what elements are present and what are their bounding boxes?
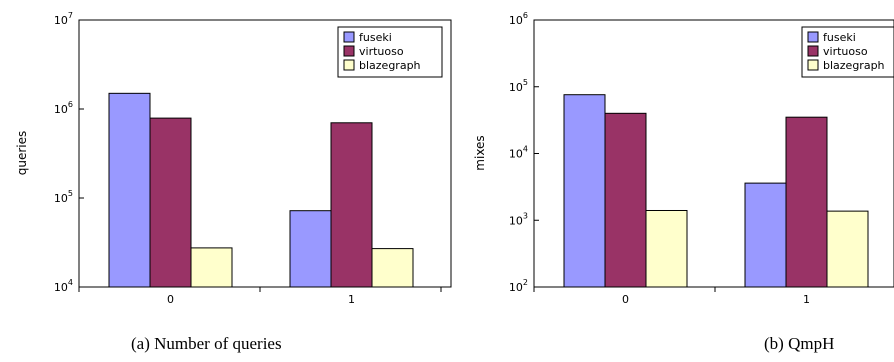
y-axis-label: mixes: [473, 135, 487, 170]
x-tick-label: 1: [348, 293, 355, 306]
legend-label-virtuoso: virtuoso: [823, 45, 868, 58]
y-tick-label: 107: [54, 11, 73, 27]
plot-frame: [78, 19, 452, 288]
bar-fuseki-0: [563, 94, 606, 288]
caption-a: (a) Number of queries: [131, 334, 282, 353]
bar-fuseki-1: [289, 210, 332, 288]
bar-virtuoso-0: [149, 117, 192, 288]
y-tick-label: 105: [54, 189, 73, 205]
bar-blazegraph-1: [371, 248, 414, 288]
y-tick-label: 105: [509, 78, 528, 94]
legend-label-virtuoso: virtuoso: [359, 45, 404, 58]
legend-swatch-fuseki: [807, 31, 819, 43]
bar-fuseki-1: [744, 182, 787, 288]
legend-swatch-fuseki: [343, 31, 355, 43]
y-tick-label: 106: [54, 100, 73, 116]
y-tick-label: 104: [509, 145, 528, 161]
legend-label-blazegraph: blazegraph: [359, 59, 421, 72]
y-tick-label: 106: [509, 11, 528, 27]
bar-virtuoso-1: [330, 122, 373, 288]
plot-frame: [533, 19, 894, 288]
bar-virtuoso-0: [604, 112, 647, 288]
x-tick-label: 0: [622, 293, 629, 306]
chart-panel-qmph: 102 103 104 105 106 0 1 mixes fuseki virtuoso blaz…: [462, 0, 894, 362]
legend-swatch-virtuoso: [807, 45, 819, 57]
bar-virtuoso-1: [785, 116, 828, 288]
x-tick-label: 0: [167, 293, 174, 306]
legend-swatch-blazegraph: [807, 59, 819, 71]
x-tick-label: 1: [803, 293, 810, 306]
y-axis-label: queries: [15, 131, 29, 176]
bar-blazegraph-1: [826, 210, 869, 288]
caption-b: (b) QmpH: [764, 334, 835, 353]
chart-panel-queries: 104 105 106 107 0 1 queries fuseki virtuoso blaze…: [15, 11, 452, 353]
queries-chart: 104 105 106 107 0 1 queries fusekivirtuosoblaze…: [15, 11, 452, 306]
bar-blazegraph-0: [645, 209, 688, 288]
legend-label-fuseki: fuseki: [823, 31, 856, 44]
legend-swatch-virtuoso: [343, 45, 355, 57]
legend-box: [337, 26, 443, 78]
legend-label-blazegraph: blazegraph: [823, 59, 885, 72]
bar-fuseki-0: [108, 92, 151, 288]
qmph-chart: 102 103 104 105 106 0 1 mixes fusekivirtuosoblaz…: [473, 11, 894, 306]
y-tick-label: 104: [54, 278, 73, 294]
y-tick-label: 103: [509, 211, 528, 227]
legend-swatch-blazegraph: [343, 59, 355, 71]
bar-blazegraph-0: [190, 247, 233, 288]
legend-label-fuseki: fuseki: [359, 31, 392, 44]
y-tick-label: 102: [509, 278, 528, 294]
